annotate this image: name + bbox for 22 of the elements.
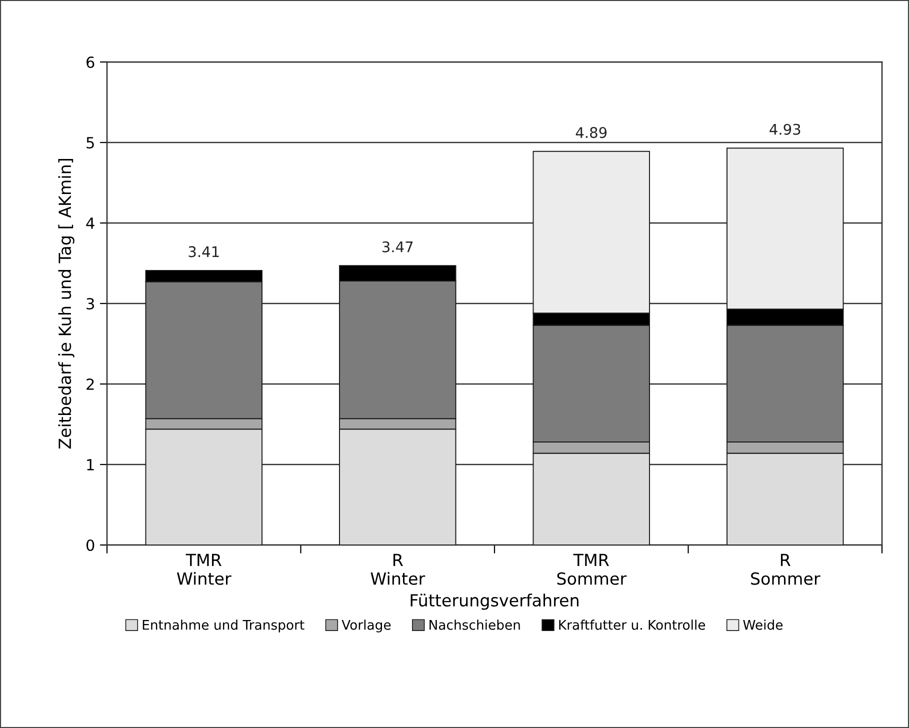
- total-label: 3.47: [382, 241, 413, 252]
- total-label: 4.93: [770, 124, 800, 135]
- legend-label: Kraftfutter u. Kontrolle: [559, 620, 706, 630]
- y-axis-title: Zeitbedarf je Kuh und Tag [ AKmin]: [58, 159, 74, 449]
- y-tick-label: 6: [86, 56, 94, 68]
- legend-label: Nachschieben: [430, 620, 520, 630]
- legend-label: Weide: [743, 620, 783, 630]
- y-tick-label: 1: [87, 459, 94, 470]
- y-tick-label: 5: [86, 137, 94, 149]
- legend-label: Vorlage: [342, 620, 391, 632]
- legend-label: Entnahme und Transport: [142, 620, 304, 632]
- y-tick-label: 2: [86, 378, 94, 390]
- total-label: 3.41: [188, 246, 219, 258]
- x-tick-label: TMR Winter: [176, 554, 232, 585]
- x-axis-title: Fütterungsverfahren: [410, 594, 578, 610]
- x-tick-label: TMR Sommer: [557, 554, 627, 585]
- x-tick-label: R Winter: [370, 554, 426, 585]
- x-tick-label: R Sommer: [751, 554, 820, 585]
- total-label: 4.89: [576, 127, 607, 138]
- y-tick-label: 3: [86, 298, 94, 310]
- y-tick-label: 4: [86, 218, 94, 229]
- y-tick-label: 0: [86, 539, 94, 552]
